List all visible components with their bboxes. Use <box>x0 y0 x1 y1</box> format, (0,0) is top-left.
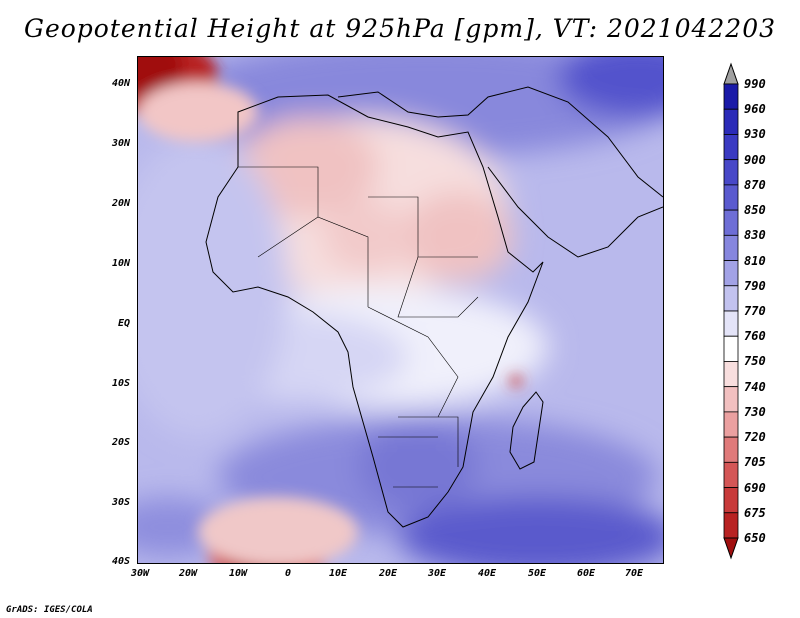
footer-credit: GrADS: IGES/COLA <box>6 605 93 615</box>
colorbar-swatch <box>723 134 739 161</box>
lat-label-30s: 30S <box>111 497 130 508</box>
colorbar-label: 740 <box>744 379 766 394</box>
lon-label-10e: 10E <box>328 568 348 579</box>
map-panel <box>137 56 664 564</box>
lon-label-0: 0 <box>284 568 292 579</box>
colorbar-label: 810 <box>744 253 766 268</box>
colorbar-label: 850 <box>744 203 766 218</box>
lon-label-30w: 30W <box>130 568 150 579</box>
lat-label-40n: 40N <box>111 78 130 89</box>
colorbar-label: 930 <box>744 127 766 142</box>
chart-title: Geopotential Height at 925hPa [gpm], VT:… <box>23 14 777 43</box>
colorbar-label: 705 <box>744 455 766 470</box>
colorbar-swatch <box>723 512 739 539</box>
colorbar-label: 870 <box>744 177 766 192</box>
colorbar-label: 650 <box>744 531 766 545</box>
lon-label-40e: 40E <box>477 568 497 579</box>
colorbar-swatch <box>723 386 739 413</box>
lon-label-70e: 70E <box>624 568 644 579</box>
colorbar-label: 900 <box>744 152 766 167</box>
lon-label-20e: 20E <box>378 568 398 579</box>
colorbar-bottom-arrow <box>723 537 739 560</box>
lat-label-40s: 40S <box>111 556 130 567</box>
colorbar-label: 790 <box>744 278 766 293</box>
lon-label-50e: 50E <box>527 568 547 579</box>
colorbar-label: 675 <box>744 505 766 520</box>
colorbar-swatch <box>723 436 739 463</box>
colorbar-swatch <box>723 310 739 337</box>
colorbar-swatch <box>723 361 739 388</box>
lon-label-60e: 60E <box>576 568 596 579</box>
colorbar-swatch <box>723 487 739 514</box>
colorbar-label: 690 <box>744 480 766 495</box>
colorbar-top-arrow <box>723 62 739 85</box>
colorbar-swatch <box>723 411 739 438</box>
colorbar-swatch <box>723 260 739 287</box>
lat-label-eq: EQ <box>117 318 130 329</box>
lat-label-30n: 30N <box>111 138 130 149</box>
lon-label-30e: 30E <box>427 568 447 579</box>
colorbar-label: 990 <box>744 77 766 91</box>
lon-label-20w: 20W <box>178 568 198 579</box>
colorbar-label: 730 <box>744 404 766 419</box>
colorbar-label: 960 <box>744 102 766 117</box>
lat-label-20n: 20N <box>111 198 130 209</box>
colorbar-label: 770 <box>744 304 766 318</box>
colorbar-swatch <box>723 159 739 186</box>
colorbar-swatch <box>723 209 739 236</box>
colorbar-swatch <box>723 285 739 312</box>
colorbar-label: 830 <box>744 228 766 243</box>
lat-label-10n: 10N <box>111 258 130 269</box>
colorbar-swatch <box>723 461 739 488</box>
colorbar-swatch <box>723 234 739 261</box>
colorbar <box>723 62 739 560</box>
map-field <box>138 57 663 563</box>
colorbar-label: 760 <box>744 329 766 344</box>
colorbar-swatch <box>723 184 739 211</box>
lat-label-20s: 20S <box>111 437 130 448</box>
colorbar-swatch <box>723 335 739 362</box>
colorbar-label: 750 <box>744 354 766 369</box>
colorbar-label: 720 <box>744 430 766 445</box>
colorbar-swatch <box>723 108 739 135</box>
colorbar-swatch <box>723 83 739 110</box>
lat-label-10s: 10S <box>111 378 130 389</box>
lon-label-10w: 10W <box>228 568 248 579</box>
